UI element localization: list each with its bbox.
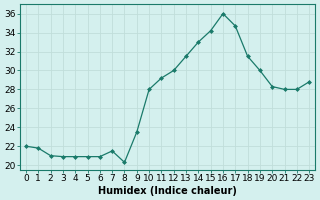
X-axis label: Humidex (Indice chaleur): Humidex (Indice chaleur) [98, 186, 237, 196]
